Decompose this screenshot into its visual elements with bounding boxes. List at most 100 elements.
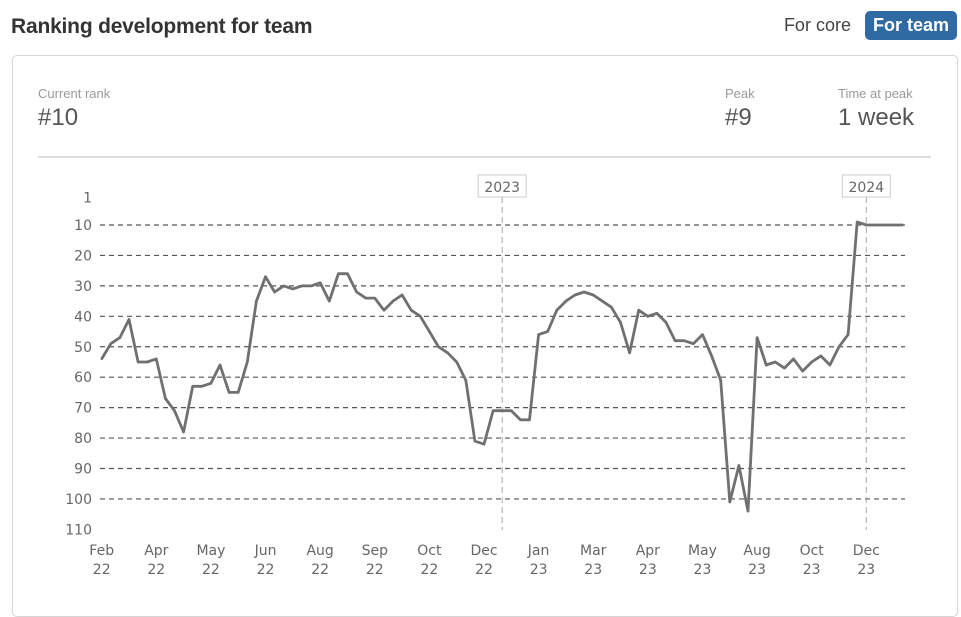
x-tick-year: 23 <box>584 562 602 578</box>
rank-point <box>328 299 331 303</box>
rank-point <box>619 321 622 324</box>
rank-point <box>237 391 240 394</box>
x-tick-month: Jun <box>254 543 277 559</box>
y-tick-label: 1 <box>83 191 92 207</box>
x-tick-month: Dec <box>853 543 880 559</box>
rank-point <box>264 275 267 278</box>
rank-point <box>346 272 349 275</box>
rank-point <box>191 385 194 388</box>
x-tick-year: 22 <box>366 562 384 578</box>
rank-point <box>428 330 431 333</box>
rank-point <box>300 284 304 288</box>
x-tick-month: Apr <box>636 543 660 559</box>
x-tick-year: 22 <box>93 562 111 578</box>
rank-point <box>510 409 513 412</box>
rank-point <box>464 379 467 382</box>
page-title: Ranking development for team <box>11 15 313 38</box>
peak-label: Peak <box>725 86 755 101</box>
time-at-peak-label: Time at peak <box>838 86 913 101</box>
time-at-peak-stat: Time at peak 1 week <box>838 86 914 132</box>
rank-point <box>200 385 204 388</box>
x-tick-month: Oct <box>417 543 442 559</box>
for-core-button[interactable]: For core <box>783 15 851 35</box>
rank-point <box>400 293 404 297</box>
rank-point <box>783 366 786 370</box>
rank-point <box>874 223 877 227</box>
rank-point <box>628 351 631 355</box>
y-tick-label: 70 <box>74 401 92 417</box>
rank-point <box>601 299 604 303</box>
rank-point <box>701 333 704 336</box>
rank-point <box>810 360 813 364</box>
rank-point <box>683 339 686 342</box>
rank-point <box>118 336 122 339</box>
x-tick-month: May <box>196 543 225 559</box>
x-tick-month: May <box>688 543 717 559</box>
rank-point <box>127 318 131 321</box>
rank-point <box>382 309 386 312</box>
rank-point <box>764 363 768 367</box>
y-tick-label: 100 <box>65 492 92 508</box>
rank-point <box>182 430 185 434</box>
rank-point <box>391 299 395 303</box>
rank-point <box>892 223 895 227</box>
rank-point <box>227 391 231 394</box>
rank-point <box>255 299 258 303</box>
x-tick-year: 23 <box>530 562 548 578</box>
rank-point <box>855 220 859 224</box>
x-tick-month: Mar <box>580 543 607 559</box>
rank-point <box>828 363 832 367</box>
rank-point <box>655 312 659 315</box>
rank-point <box>337 272 340 275</box>
x-tick-year: 23 <box>803 562 821 578</box>
y-tick-label: 10 <box>74 218 92 234</box>
rank-point <box>837 345 841 348</box>
rank-point <box>364 296 367 300</box>
rank-point <box>473 439 477 443</box>
y-tick-label: 60 <box>74 370 92 386</box>
rank-point <box>491 409 495 412</box>
x-tick-year: 22 <box>311 562 329 578</box>
x-tick-month: Feb <box>89 543 114 559</box>
rank-point <box>692 342 695 345</box>
rank-point <box>865 223 868 227</box>
rank-point <box>883 223 886 227</box>
x-tick-year: 22 <box>475 562 493 578</box>
x-tick-month: Sep <box>362 543 389 559</box>
peak-value: #9 <box>725 104 752 131</box>
rank-point <box>746 509 750 513</box>
rank-point <box>610 305 613 309</box>
rank-point <box>291 287 295 291</box>
x-tick-month: Dec <box>470 543 497 559</box>
x-tick-month: Jan <box>527 543 550 559</box>
x-tick-month: Aug <box>306 543 333 559</box>
rank-point <box>774 360 777 364</box>
rank-point <box>564 299 568 303</box>
view-toggle: For core For team <box>776 11 957 40</box>
x-tick-year: 23 <box>748 562 766 578</box>
year-marker-label: 2024 <box>848 180 884 196</box>
rank-point <box>673 339 677 342</box>
rank-point <box>146 360 149 364</box>
x-tick-year: 23 <box>639 562 657 578</box>
rank-point <box>846 333 850 336</box>
for-team-button[interactable]: For team <box>864 11 957 40</box>
rank-point <box>728 500 731 504</box>
rank-point <box>246 360 249 364</box>
rank-point <box>446 351 449 355</box>
rank-point <box>546 330 549 333</box>
x-tick-year: 22 <box>202 562 220 578</box>
rank-point <box>755 336 759 339</box>
rank-point <box>801 369 804 373</box>
x-tick-year: 22 <box>147 562 165 578</box>
rank-point <box>355 290 358 294</box>
rank-point <box>901 223 904 227</box>
y-tick-label: 40 <box>74 309 92 325</box>
rank-point <box>373 296 376 300</box>
rank-point <box>519 418 522 422</box>
rank-point <box>501 409 504 412</box>
year-marker-box <box>841 174 891 198</box>
rank-point <box>309 284 313 288</box>
y-tick-label: 50 <box>74 340 92 356</box>
rank-point <box>218 363 222 367</box>
